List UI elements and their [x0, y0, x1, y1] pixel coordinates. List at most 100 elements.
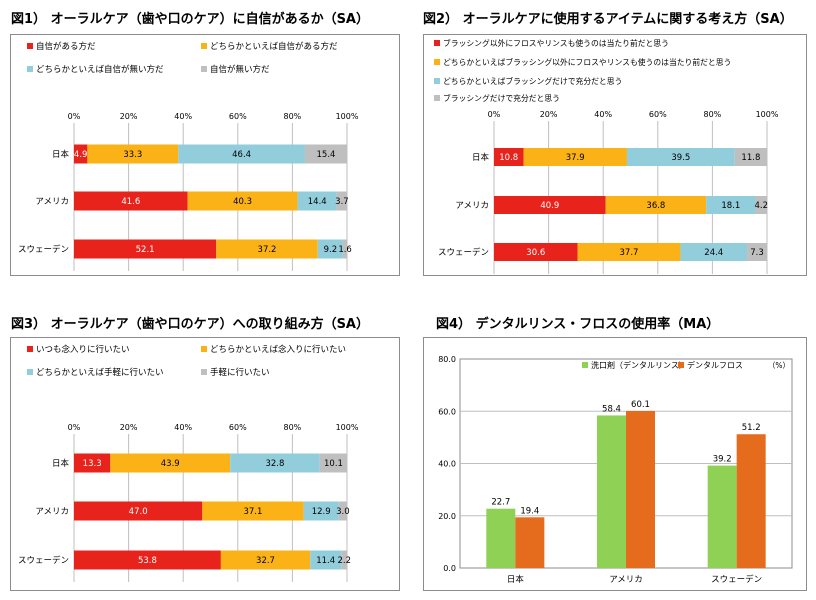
- fig2-bar-1-1: [605, 196, 707, 214]
- fig3-legend-swatch-2: [27, 369, 33, 375]
- fig3-data-label-0-2: 32.8: [265, 459, 284, 469]
- fig2-bar-2-0: [494, 243, 578, 261]
- fig2-tick-label-0: 0%: [488, 110, 501, 119]
- fig4-tick-label-2: 40.0: [438, 460, 456, 469]
- fig1-bar-0-0: [74, 144, 88, 164]
- fig2-legend-label-3: ブラッシングだけで充分だと思う: [443, 93, 560, 103]
- fig1-data-label-0-1: 33.3: [123, 150, 142, 160]
- figure3-chart: いつも念入りに行いたい どちらかといえば念入りに行いたいどちらかといえば手軽に行い…: [18, 344, 359, 582]
- fig2-tick-label-1: 20%: [540, 110, 558, 119]
- fig4-bar-2-0: [707, 465, 737, 568]
- fig3-data-label-0-3: 10.1: [324, 459, 343, 469]
- fig2-bar-0-0: [494, 148, 524, 166]
- fig2-category-label-0: 日本: [472, 152, 490, 163]
- fig3-bar-0-2: [230, 453, 320, 473]
- fig1-bar-2-2: [317, 239, 343, 259]
- fig4-tick-label-0: 0.0: [443, 564, 456, 573]
- fig4-bar-1-0: [597, 415, 626, 568]
- figure3-title: 図3） オーラルケア（歯や口のケア）への取り組み方（SA）: [11, 317, 369, 332]
- fig4-legend-label-1: デンタルフロス: [687, 360, 743, 370]
- fig3-tick-label-0: 0%: [68, 423, 81, 432]
- fig1-data-label-1-1: 40.3: [233, 197, 252, 207]
- fig3-legend-label-1: どちらかといえば念入りに行いたい: [210, 344, 346, 355]
- fig3-bar-1-2: [303, 501, 339, 521]
- fig3-data-label-2-1: 32.7: [256, 556, 275, 566]
- fig2-tick-label-5: 100%: [756, 110, 779, 119]
- fig2-legend-label-1: どちらかといえばブラッシング以外にフロスやリンスも使うのは当たり前だと思う: [443, 57, 731, 67]
- fig2-bar-1-0: [494, 196, 606, 214]
- fig1-data-label-1-3: 3.7: [335, 197, 349, 207]
- fig1-tick-label-2: 40%: [174, 112, 192, 121]
- fig3-tick-label-3: 60%: [229, 423, 247, 432]
- fig1-tick-label-1: 20%: [120, 112, 138, 121]
- fig3-bar-1-1: [202, 501, 304, 521]
- fig3-bar-0-0: [74, 453, 111, 473]
- fig3-legend-label-2: どちらかといえば手軽に行いたい: [36, 367, 164, 378]
- fig1-bar-2-3: [342, 239, 348, 259]
- fig1-legend-swatch-1: [201, 43, 207, 49]
- fig2-data-label-1-1: 36.8: [646, 201, 665, 211]
- figure4-title: 図4） デンタルリンス・フロスの使用率（MA）: [436, 317, 720, 332]
- fig2-data-label-1-3: 4.2: [755, 201, 769, 211]
- fig3-data-label-1-3: 3.0: [336, 507, 350, 517]
- fig3-bar-2-3: [341, 550, 348, 570]
- fig4-bar-0-0: [486, 508, 516, 568]
- fig2-data-label-2-2: 24.4: [704, 248, 723, 258]
- fig1-bar-2-0: [74, 239, 217, 259]
- fig2-bar-2-1: [577, 243, 681, 261]
- fig1-data-label-2-0: 52.1: [136, 245, 155, 255]
- fig1-data-label-1-2: 14.4: [308, 197, 327, 207]
- fig4-legend-swatch-1: [678, 362, 684, 368]
- fig1-legend-label-2: どちらかといえば自信が無い方だ: [36, 64, 164, 75]
- fig2-bar-1-2: [706, 196, 756, 214]
- fig4-data-label-1-0: 58.4: [602, 404, 621, 414]
- fig1-bar-0-3: [304, 144, 347, 164]
- fig3-data-label-2-2: 11.4: [316, 556, 335, 566]
- fig4-unit-label: （%）: [768, 361, 790, 370]
- fig1-legend-label-3: 自信が無い方だ: [210, 64, 270, 75]
- fig3-data-label-2-3: 2.2: [338, 556, 352, 566]
- figure2-panel: ブラッシング以外にフロスやリンスも使うのは当たり前だと思うどちらかといえばブラッ…: [423, 34, 807, 276]
- fig3-tick-label-2: 40%: [174, 423, 192, 432]
- fig2-data-label-2-0: 30.6: [526, 248, 545, 258]
- fig1-category-label-1: アメリカ: [35, 197, 69, 207]
- figure2-chart: ブラッシング以外にフロスやリンスも使うのは当たり前だと思うどちらかといえばブラッ…: [434, 38, 779, 274]
- fig2-data-label-2-3: 7.3: [750, 248, 764, 258]
- fig4-data-label-1-1: 60.1: [631, 400, 650, 410]
- fig4-data-label-0-1: 19.4: [520, 506, 539, 516]
- fig2-data-label-0-3: 11.8: [741, 153, 760, 163]
- fig1-bar-1-3: [336, 191, 347, 211]
- fig2-data-label-1-0: 40.9: [540, 201, 559, 211]
- fig2-legend-swatch-3: [434, 95, 440, 101]
- fig2-legend-swatch-1: [434, 59, 440, 65]
- fig4-tick-label-3: 60.0: [438, 407, 456, 416]
- fig2-data-label-0-1: 37.9: [566, 153, 585, 163]
- figure1-panel: 自信がある方だ どちらかといえば自信がある方だ どちらかといえば自信が無い方だ 自信が…: [10, 34, 400, 276]
- fig3-legend-swatch-3: [201, 369, 207, 375]
- fig4-legend-swatch-0: [582, 362, 588, 368]
- fig4-category-label-1: アメリカ: [609, 575, 643, 585]
- fig4-data-label-0-0: 22.7: [491, 498, 510, 508]
- fig2-tick-label-2: 40%: [594, 110, 612, 119]
- fig4-tick-label-4: 80.0: [438, 355, 456, 364]
- fig3-bar-2-1: [220, 550, 311, 570]
- fig3-data-label-0-0: 13.3: [83, 459, 102, 469]
- fig1-legend-swatch-2: [27, 66, 33, 72]
- fig1-legend-label-1: どちらかといえば自信がある方だ: [210, 41, 338, 52]
- fig3-data-label-0-1: 43.9: [161, 459, 180, 469]
- fig2-bar-2-2: [680, 243, 748, 261]
- figure2-title: 図2） オーラルケアに使用するアイテムに関する考え方（SA）: [423, 12, 793, 27]
- fig3-legend-label-3: 手軽に行いたい: [210, 367, 270, 378]
- fig1-tick-label-4: 80%: [284, 112, 302, 121]
- fig3-bar-1-0: [74, 501, 203, 521]
- fig4-tick-label-1: 20.0: [438, 512, 456, 521]
- fig3-category-label-1: アメリカ: [35, 507, 69, 517]
- fig2-data-label-0-2: 39.5: [671, 153, 690, 163]
- fig3-data-label-1-0: 47.0: [129, 507, 148, 517]
- fig1-legend-swatch-3: [201, 66, 207, 72]
- fig1-data-label-2-2: 9.2: [324, 245, 338, 255]
- fig3-legend-label-0: いつも念入りに行いたい: [36, 344, 130, 355]
- fig1-category-label-2: スウェーデン: [18, 244, 69, 255]
- fig2-bar-1-3: [755, 196, 767, 214]
- fig2-legend-label-0: ブラッシング以外にフロスやリンスも使うのは当たり前だと思う: [443, 38, 669, 48]
